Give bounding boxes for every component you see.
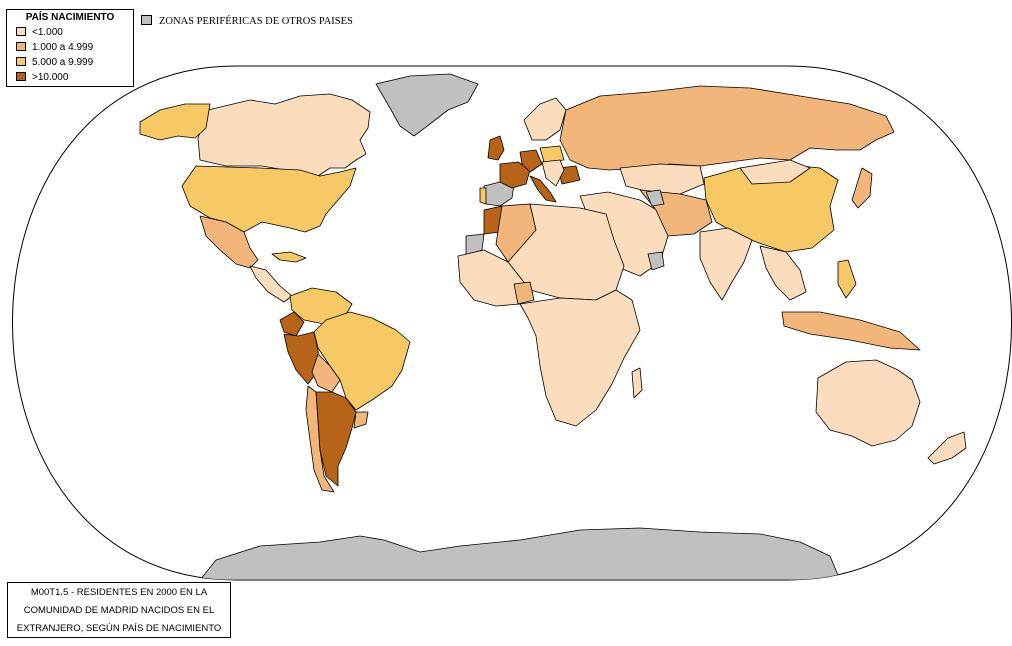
- region-arabian-peninsula: [647, 251, 665, 271]
- legend-label: <1.000: [32, 27, 63, 38]
- peripheral-label: ZONAS PERIFÉRICAS DE OTROS PAISES: [159, 16, 353, 27]
- region-madagascar: [631, 367, 643, 399]
- caption-line-1: M00T1.5 - RESIDENTES EN 2000 EN LA: [30, 587, 208, 598]
- region-kazakhstan: [619, 163, 705, 195]
- legend-item-lt-1000: <1.000: [16, 27, 63, 39]
- legend-swatch: [16, 72, 26, 81]
- legend-item-gt-10000: >10.000: [16, 72, 68, 84]
- region-mexico: [199, 215, 259, 269]
- region-brasil: [313, 311, 411, 411]
- region-western-sahara: [465, 233, 485, 257]
- region-mongolia: [739, 159, 811, 185]
- region-russia: [559, 85, 895, 171]
- legend-label: >10.000: [32, 72, 69, 83]
- region-uk: [487, 135, 505, 161]
- map-caption: M00T1.5 - RESIDENTES EN 2000 EN LA COMUN…: [7, 582, 231, 638]
- region-argentina: [315, 391, 357, 487]
- region-eastern-europe: [541, 159, 565, 187]
- region-central-southern-africa: [519, 289, 641, 427]
- caption-line-2: COMUNIDAD DE MADRID NACIDOS EN EL: [23, 605, 215, 616]
- region-scandinavia: [523, 97, 567, 141]
- legend-swatch: [16, 42, 26, 51]
- legend-label: 1.000 a 4.999: [32, 42, 94, 53]
- region-alaska: [139, 103, 211, 141]
- region-japan: [851, 167, 873, 209]
- legend: PAÍS NACIMIENTO <1.000 1.000 a 4.999 5.0…: [6, 9, 134, 87]
- legend-swatch: [16, 57, 26, 66]
- legend-swatch: [16, 27, 26, 36]
- region-equatorial-guinea: [513, 281, 535, 305]
- region-cuba: [271, 251, 307, 263]
- region-canada: [197, 93, 371, 179]
- region-uruguay: [353, 411, 369, 429]
- caption-line-3: EXTRANJERO, SEGÚN PAÍS DE NACIMIENTO: [16, 623, 222, 634]
- region-antarctica: [199, 527, 841, 580]
- region-caspian: [645, 189, 665, 207]
- legend-item-1000-4999: 1.000 a 4.999: [16, 42, 93, 54]
- legend-title: PAÍS NACIMIENTO: [25, 12, 115, 23]
- region-germany: [519, 149, 543, 173]
- region-philippines: [837, 259, 857, 299]
- region-poland: [539, 145, 565, 163]
- region-ecuador: [279, 311, 305, 337]
- region-greenland: [375, 73, 479, 137]
- peripheral-swatch: [141, 15, 152, 25]
- region-india: [699, 227, 753, 301]
- region-portugal: [479, 187, 487, 205]
- region-australia: [815, 359, 921, 447]
- region-france: [499, 161, 531, 189]
- region-new-zealand: [927, 431, 967, 465]
- region-southeast-asia: [759, 245, 807, 301]
- legend-label: 5.000 a 9.999: [32, 57, 94, 68]
- region-indonesia: [781, 311, 921, 351]
- region-central-america: [249, 265, 293, 303]
- region-italy: [529, 175, 557, 203]
- peripheral-zones-legend: ZONAS PERIFÉRICAS DE OTROS PAISES: [141, 15, 353, 29]
- legend-item-5000-9999: 5.000 a 9.999: [16, 57, 93, 69]
